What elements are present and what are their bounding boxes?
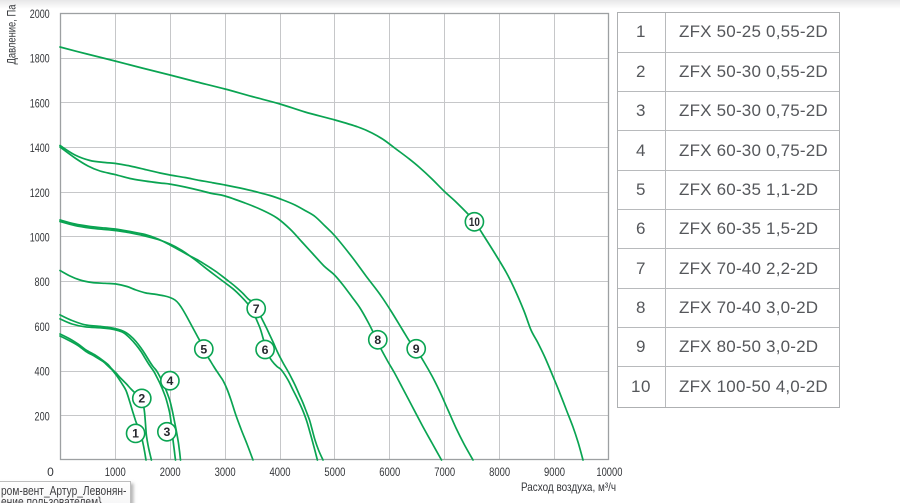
svg-text:5000: 5000 — [324, 465, 345, 479]
svg-text:9000: 9000 — [544, 465, 565, 479]
svg-text:1000: 1000 — [105, 465, 126, 479]
svg-text:1400: 1400 — [30, 141, 50, 155]
svg-text:6000: 6000 — [379, 465, 400, 479]
svg-text:7: 7 — [253, 302, 260, 316]
svg-text:2000: 2000 — [30, 7, 50, 21]
svg-text:600: 600 — [35, 320, 50, 334]
svg-text:1: 1 — [132, 427, 139, 441]
svg-text:10000: 10000 — [596, 465, 622, 479]
svg-text:5: 5 — [200, 342, 207, 356]
svg-text:4: 4 — [166, 374, 173, 388]
svg-text:1000: 1000 — [30, 231, 50, 245]
svg-text:200: 200 — [35, 409, 50, 423]
svg-text:400: 400 — [35, 365, 50, 379]
svg-text:8000: 8000 — [489, 465, 510, 479]
svg-text:Расход воздуха, м³/ч: Расход воздуха, м³/ч — [521, 480, 616, 494]
svg-text:1800: 1800 — [30, 52, 50, 66]
svg-text:7000: 7000 — [434, 465, 455, 479]
svg-text:6: 6 — [262, 343, 269, 357]
svg-text:3000: 3000 — [215, 465, 236, 479]
svg-text:2000: 2000 — [160, 465, 181, 479]
svg-text:10: 10 — [469, 215, 480, 229]
svg-text:1200: 1200 — [30, 186, 50, 200]
svg-text:Давление, Па: Давление, Па — [5, 4, 19, 64]
svg-text:9: 9 — [413, 342, 420, 356]
svg-text:800: 800 — [35, 275, 50, 289]
svg-text:8: 8 — [374, 333, 381, 347]
svg-text:3: 3 — [163, 425, 170, 439]
svg-text:1600: 1600 — [30, 96, 50, 110]
svg-text:2: 2 — [138, 392, 145, 406]
svg-text:4000: 4000 — [270, 465, 291, 479]
svg-text:0: 0 — [47, 465, 54, 479]
